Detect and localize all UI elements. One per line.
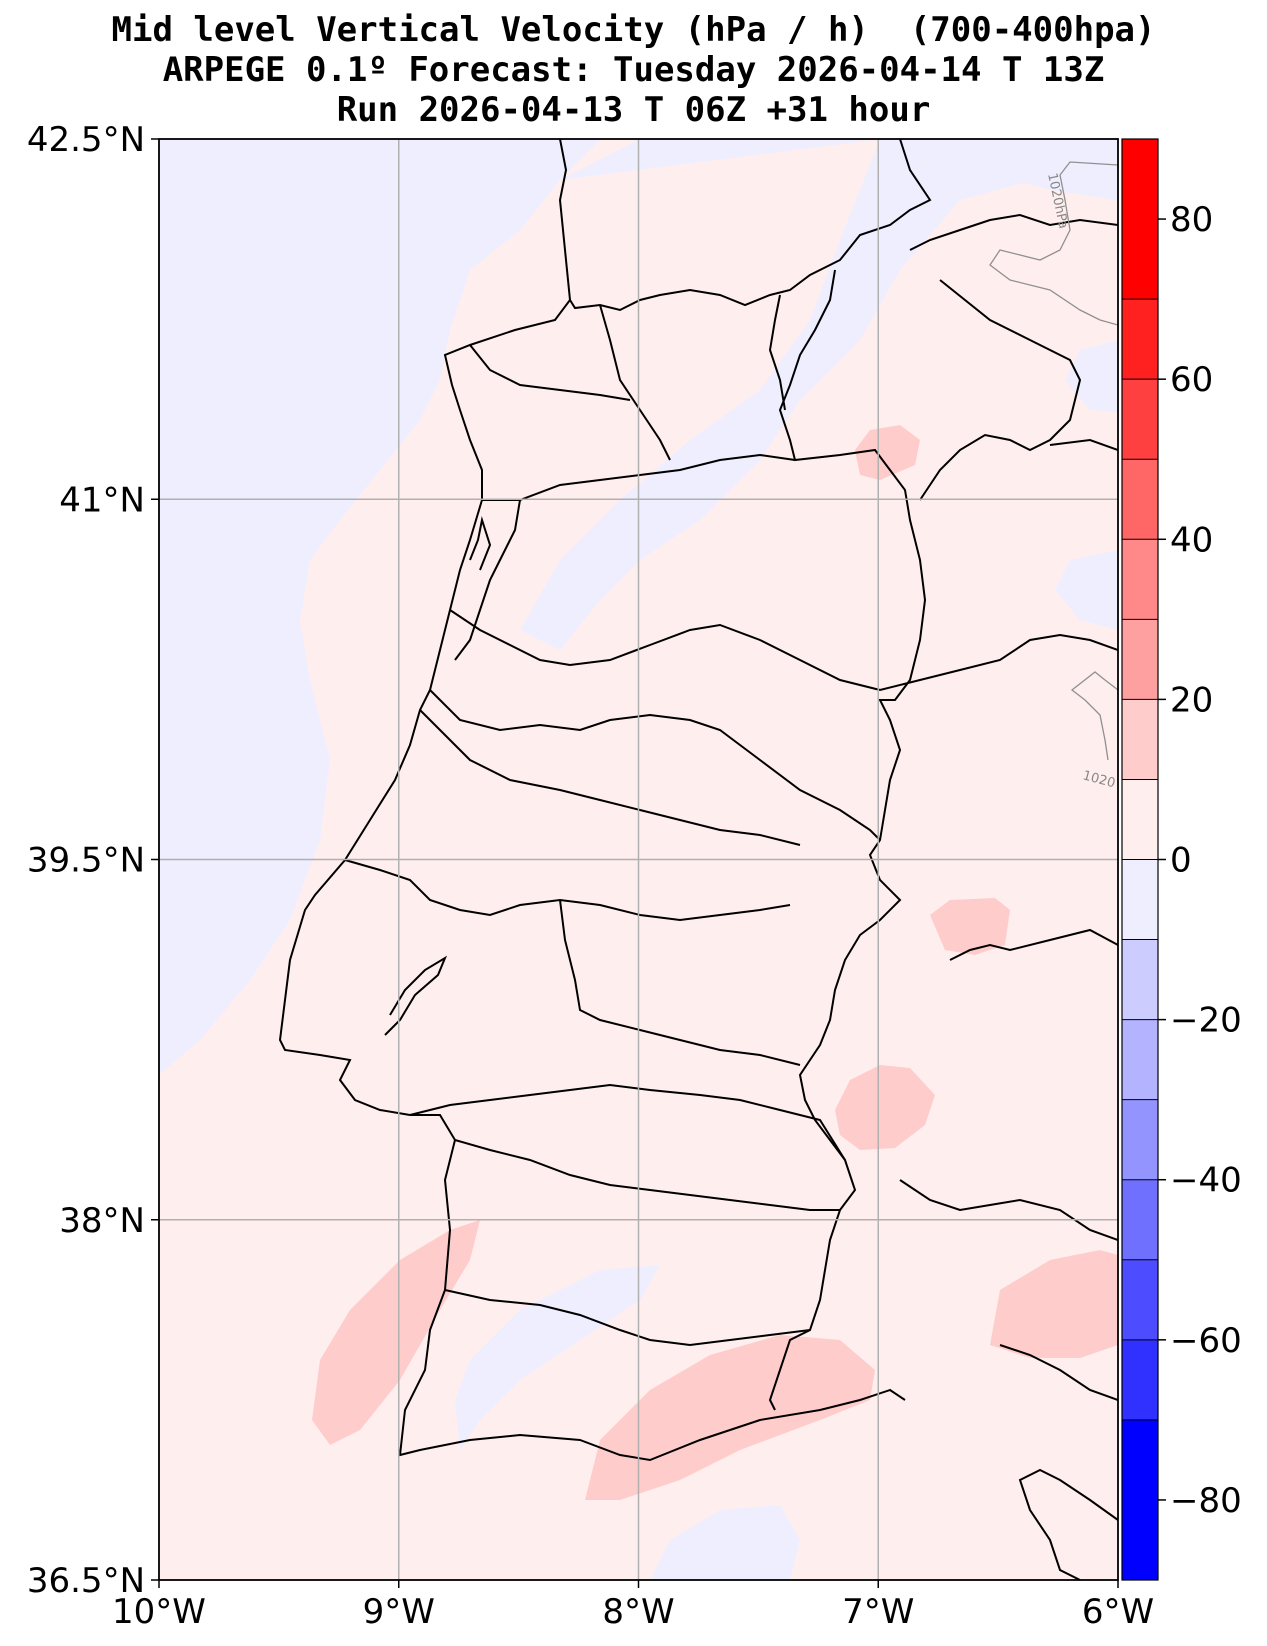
colorbar [1121, 138, 1159, 1581]
colorbar-tick-label: −80 [1170, 1481, 1242, 1521]
isobar-1020-north [989, 161, 1118, 326]
colorbar-level [1122, 1339, 1158, 1420]
colorbar-tick-label: −60 [1170, 1321, 1242, 1361]
negative-zone-east-1 [1065, 340, 1118, 412]
positive-zone-6 [990, 1250, 1118, 1358]
colorbar-level [1122, 619, 1158, 700]
colorbar-level [1122, 299, 1158, 380]
map-title: Mid level Vertical Velocity (hPa / h) (7… [0, 10, 1267, 130]
colorbar-tick-label: −40 [1170, 1161, 1242, 1201]
lon-tick-label: 10°W [112, 1592, 206, 1632]
lat-tick-label: 42.5°N [27, 120, 145, 160]
colorbar-level [1122, 1019, 1158, 1100]
negative-zone-east-2 [1055, 550, 1118, 630]
positive-zone-1 [855, 425, 920, 480]
colorbar-level [1122, 539, 1158, 620]
lat-tick-label: 41°N [59, 480, 145, 520]
spain-interior-borders [879, 213, 1118, 1580]
colorbar-level [1122, 1419, 1158, 1580]
lon-tick-label: 9°W [363, 1592, 435, 1632]
positive-zone-5 [585, 1335, 875, 1500]
portugal-coastline [278, 139, 906, 1462]
lat-tick-label: 39.5°N [27, 841, 145, 881]
negative-zone-north [520, 139, 1118, 650]
lat-tick-label: 38°N [59, 1201, 145, 1241]
title-line-3: Run 2026-04-13 T 06Z +31 hour [336, 90, 931, 130]
colorbar-tick-label: 40 [1170, 520, 1213, 560]
graticule [159, 139, 1118, 1580]
lon-tick-label: 8°W [602, 1592, 674, 1632]
colorbar-tick-label: 20 [1170, 680, 1213, 720]
longitude-ticks: 10°W 9°W 8°W 7°W 6°W [112, 1580, 1154, 1632]
lon-tick-label: 7°W [842, 1592, 914, 1632]
positive-zone-4 [312, 1220, 480, 1445]
colorbar-level [1122, 1259, 1158, 1340]
colorbar-level [1122, 939, 1158, 1020]
negative-zone-south-2 [650, 1505, 800, 1580]
colorbar-level [1122, 779, 1158, 860]
aveiro-lagoon [469, 516, 492, 571]
lon-tick-label: 6°W [1082, 1592, 1154, 1632]
latitude-ticks: 42.5°N 41°N 39.5°N 38°N 36.5°N [27, 120, 159, 1601]
country-and-district-borders [278, 139, 1118, 1580]
colorbar-level [1122, 459, 1158, 540]
colorbar-level [1122, 379, 1158, 460]
positive-zone-2 [930, 898, 1010, 955]
portugal-district-borders [344, 294, 881, 1347]
negative-zone-south-1 [455, 1265, 660, 1450]
colorbar-tick-label: 60 [1170, 360, 1213, 400]
negative-zone-west [159, 139, 600, 1075]
lisbon-estuary [384, 955, 448, 1036]
colorbar-tick-label: 80 [1170, 200, 1213, 240]
colorbar-level [1122, 859, 1158, 940]
title-line-2: ARPEGE 0.1º Forecast: Tuesday 2026-04-14… [162, 50, 1105, 90]
isobars [989, 161, 1118, 761]
colorbar-tick-label: −20 [1170, 1001, 1242, 1041]
colorbar-level [1122, 1179, 1158, 1260]
colorbar-ticks: 80 60 40 20 0 −20 −40 −60 −80 [1158, 200, 1242, 1521]
colorbar-level [1122, 1099, 1158, 1180]
colorbar-tick-label: 0 [1170, 841, 1192, 881]
colorbar-level [1122, 139, 1158, 300]
isobar-1020-east [1070, 671, 1118, 761]
colorbar-level [1122, 699, 1158, 780]
title-line-1: Mid level Vertical Velocity (hPa / h) (7… [111, 10, 1156, 50]
lat-tick-label: 36.5°N [27, 1561, 145, 1601]
negative-zone-northeast [920, 139, 1118, 200]
positive-zone-3 [835, 1065, 935, 1150]
